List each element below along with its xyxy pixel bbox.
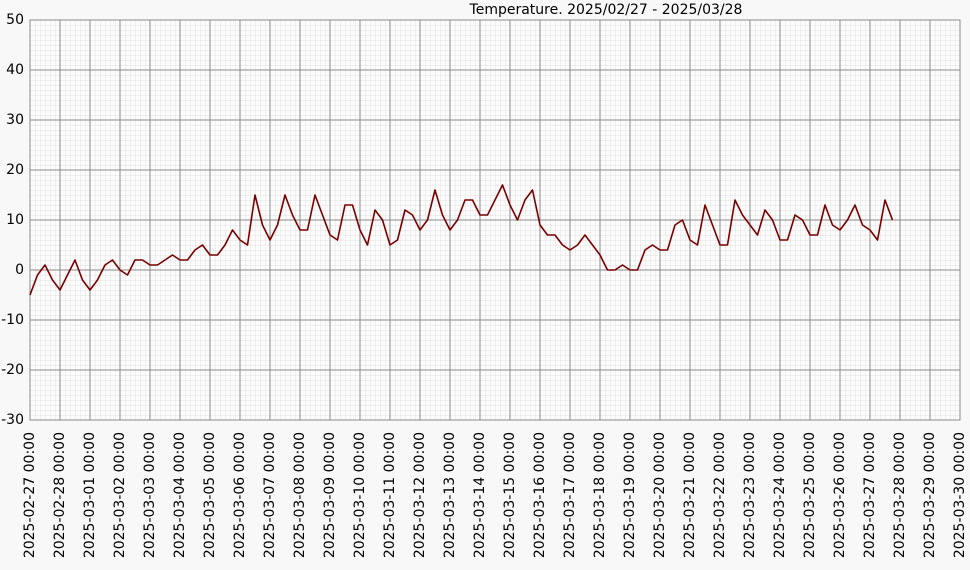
- x-tick-label: 2025-03-30 00:00: [952, 432, 968, 558]
- x-tick-label: 2025-03-02 00:00: [112, 432, 128, 558]
- x-tick-label: 2025-03-04 00:00: [172, 432, 188, 558]
- x-tick-label: 2025-03-25 00:00: [802, 432, 818, 558]
- x-tick-label: 2025-03-03 00:00: [142, 432, 158, 558]
- plot-border: [29, 19, 961, 421]
- y-tick-label: 20: [6, 162, 24, 178]
- x-tick-label: 2025-03-10 00:00: [352, 432, 368, 558]
- x-tick-label: 2025-03-13 00:00: [442, 432, 458, 558]
- x-tick-label: 2025-02-27 00:00: [22, 432, 38, 558]
- x-tick-label: 2025-03-06 00:00: [232, 432, 248, 558]
- x-tick-label: 2025-03-01 00:00: [82, 432, 98, 558]
- x-tick-label: 2025-03-17 00:00: [562, 432, 578, 558]
- x-tick-label: 2025-03-09 00:00: [322, 432, 338, 558]
- x-tick-label: 2025-03-26 00:00: [832, 432, 848, 558]
- y-tick-label: 40: [6, 62, 24, 78]
- x-tick-label: 2025-03-15 00:00: [502, 432, 518, 558]
- x-tick-label: 2025-03-29 00:00: [922, 432, 938, 558]
- x-tick-label: 2025-03-27 00:00: [862, 432, 878, 558]
- x-tick-label: 2025-03-23 00:00: [742, 432, 758, 558]
- x-tick-label: 2025-03-05 00:00: [202, 432, 218, 558]
- x-tick-label: 2025-03-28 00:00: [892, 432, 908, 558]
- x-tick-label: 2025-02-28 00:00: [52, 432, 68, 558]
- x-tick-label: 2025-03-21 00:00: [682, 432, 698, 558]
- x-tick-label: 2025-03-11 00:00: [382, 432, 398, 558]
- x-tick-label: 2025-03-20 00:00: [652, 432, 668, 558]
- x-tick-label: 2025-03-16 00:00: [532, 432, 548, 558]
- y-tick-label: 30: [6, 112, 24, 128]
- x-tick-label: 2025-03-18 00:00: [592, 432, 608, 558]
- x-tick-label: 2025-03-12 00:00: [412, 432, 428, 558]
- y-tick-label: 10: [6, 212, 24, 228]
- x-tick-label: 2025-03-19 00:00: [622, 432, 638, 558]
- x-tick-label: 2025-03-07 00:00: [262, 432, 278, 558]
- chart-title: Temperature. 2025/02/27 - 2025/03/28: [469, 2, 743, 18]
- x-tick-label: 2025-03-14 00:00: [472, 432, 488, 558]
- y-tick-label: -20: [1, 362, 24, 378]
- y-tick-label: 0: [15, 262, 24, 278]
- y-tick-label: -30: [1, 412, 24, 428]
- x-tick-label: 2025-03-08 00:00: [292, 432, 308, 558]
- x-tick-label: 2025-03-24 00:00: [772, 432, 788, 558]
- line-series: [29, 184, 894, 296]
- y-tick-label: 50: [6, 12, 24, 28]
- x-tick-label: 2025-03-22 00:00: [712, 432, 728, 558]
- y-tick-label: -10: [1, 312, 24, 328]
